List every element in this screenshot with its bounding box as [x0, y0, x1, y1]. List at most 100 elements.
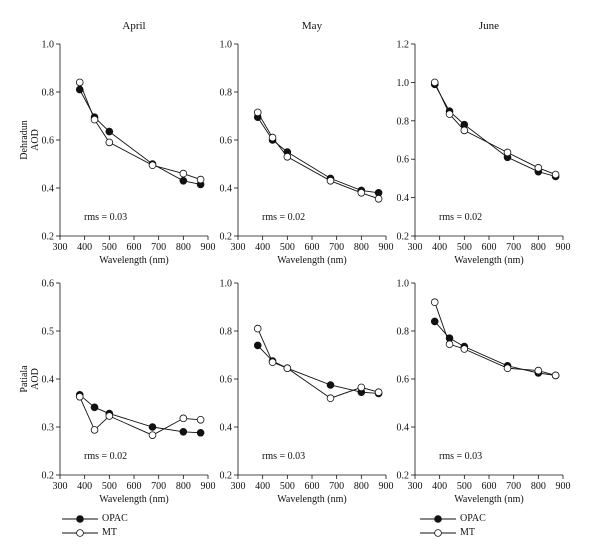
y-tick-label: 1.0 [42, 40, 55, 51]
x-tick-label: 300 [231, 242, 246, 253]
x-tick-label: 300 [53, 242, 68, 253]
chart-panel-4: 0.2 0.3 0.4 0.5 0.6 300 400 500 600 700 800 900 Wave… [19, 279, 216, 506]
data-point-mt [268, 133, 277, 142]
y-tick-label: 0.4 [220, 423, 233, 434]
x-axis-label: Wavelength (nm) [99, 494, 168, 505]
chart-title: June [479, 20, 499, 32]
y-tick-label: 1.2 [397, 40, 410, 51]
y-tick-label: 0.4 [397, 423, 410, 434]
data-point-mt [534, 164, 543, 172]
y-tick-label: 0.5 [42, 327, 55, 338]
data-point-mt [105, 138, 114, 147]
x-tick-label: 600 [305, 242, 320, 253]
data-point-mt [460, 345, 469, 353]
x-tick-label: 700 [329, 242, 344, 253]
x-tick-label: 400 [255, 481, 270, 492]
series-line-mt [434, 82, 556, 176]
x-tick-label: 700 [506, 481, 521, 492]
x-tick-label: 700 [151, 242, 166, 253]
data-point-mt [460, 126, 469, 135]
x-tick-label: 900 [379, 242, 394, 253]
data-point-mt [445, 340, 454, 349]
rms-annotation: rms = 0.03 [262, 451, 305, 462]
data-point-mt [148, 431, 157, 439]
x-tick-label: 600 [127, 481, 142, 492]
data-point-opac [148, 423, 157, 431]
series-line-opac [257, 116, 379, 194]
x-axis-label: Wavelength (nm) [277, 494, 346, 505]
data-point-mt [326, 394, 335, 403]
legend-label-mt: MT [102, 527, 117, 538]
series-line-mt [79, 82, 201, 181]
x-tick-label: 700 [506, 242, 521, 253]
chart-panel-3: 0.2 0.4 0.6 0.8 1.0 1.2 300 400 500 600 700 800 900 W… [397, 20, 571, 266]
data-point-mt [196, 415, 205, 424]
data-point-mt [503, 148, 512, 157]
y-tick-label: 1.0 [220, 40, 233, 51]
y-tick-label: 0.8 [220, 88, 233, 99]
legend-left: OPAC MT [62, 512, 128, 540]
chart-panel-6: 0.2 0.4 0.6 0.8 1.0 300 400 500 600 700 800 900 Wave… [397, 279, 571, 506]
legend-entry-mt: MT [420, 526, 486, 540]
x-tick-label: 300 [231, 481, 246, 492]
data-point-opac [179, 427, 188, 436]
data-point-opac [90, 403, 99, 412]
x-axis-label: Wavelength (nm) [454, 494, 523, 505]
data-point-mt [148, 161, 157, 170]
x-tick-label: 500 [457, 242, 472, 253]
chart-panel-1: 0.2 0.4 0.6 0.8 1.0 300 400 500 600 700 800 900 Wave… [19, 20, 216, 266]
data-point-opac [430, 317, 439, 326]
x-tick-label: 900 [556, 242, 571, 253]
x-tick-label: 500 [102, 242, 117, 253]
y-tick-label: 1.0 [397, 279, 410, 290]
rms-annotation: rms = 0.03 [84, 212, 127, 223]
y-tick-label: 0.8 [220, 327, 233, 338]
data-point-mt [503, 364, 512, 373]
x-tick-label: 700 [151, 481, 166, 492]
x-tick-label: 800 [354, 242, 369, 253]
data-point-mt [534, 366, 543, 375]
series-line-opac [434, 84, 556, 177]
x-tick-label: 800 [176, 481, 191, 492]
data-point-mt [105, 412, 114, 420]
y-tick-label: 1.0 [220, 279, 233, 290]
y-axis-station-label: Patiala [19, 365, 30, 393]
x-tick-label: 500 [280, 242, 295, 253]
chart-title: April [122, 20, 145, 32]
data-point-mt [75, 392, 84, 401]
data-point-opac [253, 341, 262, 350]
y-axis-station-label: Dehradun [19, 120, 30, 159]
mt-legend-key [62, 529, 98, 537]
y-tick-label: 0.2 [220, 232, 233, 243]
rms-annotation: rms = 0.03 [439, 451, 482, 462]
x-tick-label: 900 [201, 481, 216, 492]
y-tick-label: 0.6 [42, 279, 55, 290]
x-tick-label: 600 [482, 242, 497, 253]
data-point-opac [326, 381, 335, 389]
x-tick-label: 800 [176, 242, 191, 253]
chart-panel-5: 0.2 0.4 0.6 0.8 1.0 300 400 500 600 700 800 900 Wave… [220, 279, 394, 506]
legend-label-mt: MT [460, 527, 475, 538]
y-tick-label: 0.8 [397, 116, 410, 127]
legend-right: OPAC MT [420, 512, 486, 540]
y-tick-label: 0.2 [42, 232, 55, 243]
y-axis-label: AOD [30, 368, 41, 390]
x-tick-label: 500 [457, 481, 472, 492]
series-line-mt [257, 112, 379, 200]
data-point-mt [75, 78, 84, 87]
y-tick-label: 0.4 [397, 193, 410, 204]
x-tick-label: 400 [432, 242, 447, 253]
x-tick-label: 400 [77, 242, 92, 253]
x-axis-label: Wavelength (nm) [454, 255, 523, 266]
x-axis-label: Wavelength (nm) [99, 255, 168, 266]
data-point-mt [374, 195, 383, 203]
x-tick-label: 600 [305, 481, 320, 492]
y-tick-label: 0.2 [397, 232, 410, 243]
x-tick-label: 800 [354, 481, 369, 492]
data-point-mt [179, 169, 188, 178]
y-tick-label: 0.3 [42, 423, 55, 434]
x-axis-label: Wavelength (nm) [277, 255, 346, 266]
y-tick-label: 0.2 [220, 471, 233, 482]
x-tick-label: 300 [408, 481, 423, 492]
